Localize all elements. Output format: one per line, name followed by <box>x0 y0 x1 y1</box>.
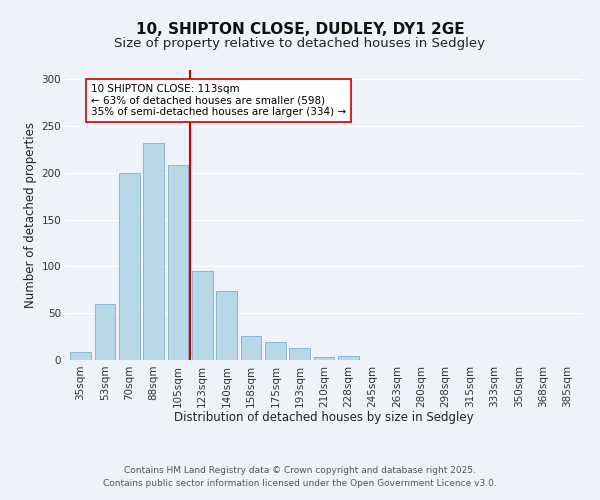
Text: 10 SHIPTON CLOSE: 113sqm
← 63% of detached houses are smaller (598)
35% of semi-: 10 SHIPTON CLOSE: 113sqm ← 63% of detach… <box>91 84 346 117</box>
Bar <box>314 357 334 360</box>
Y-axis label: Number of detached properties: Number of detached properties <box>24 122 37 308</box>
Bar <box>95 304 115 360</box>
Bar <box>289 348 310 360</box>
Text: 10, SHIPTON CLOSE, DUDLEY, DY1 2GE: 10, SHIPTON CLOSE, DUDLEY, DY1 2GE <box>136 22 464 38</box>
Bar <box>338 356 359 360</box>
X-axis label: Distribution of detached houses by size in Sedgley: Distribution of detached houses by size … <box>174 411 474 424</box>
Bar <box>265 342 286 360</box>
Bar <box>241 336 262 360</box>
Bar <box>143 143 164 360</box>
Text: Size of property relative to detached houses in Sedgley: Size of property relative to detached ho… <box>115 38 485 51</box>
Bar <box>216 291 237 360</box>
Text: Contains HM Land Registry data © Crown copyright and database right 2025.
Contai: Contains HM Land Registry data © Crown c… <box>103 466 497 487</box>
Bar <box>167 166 188 360</box>
Bar <box>192 271 212 360</box>
Bar <box>70 352 91 360</box>
Bar <box>119 173 140 360</box>
